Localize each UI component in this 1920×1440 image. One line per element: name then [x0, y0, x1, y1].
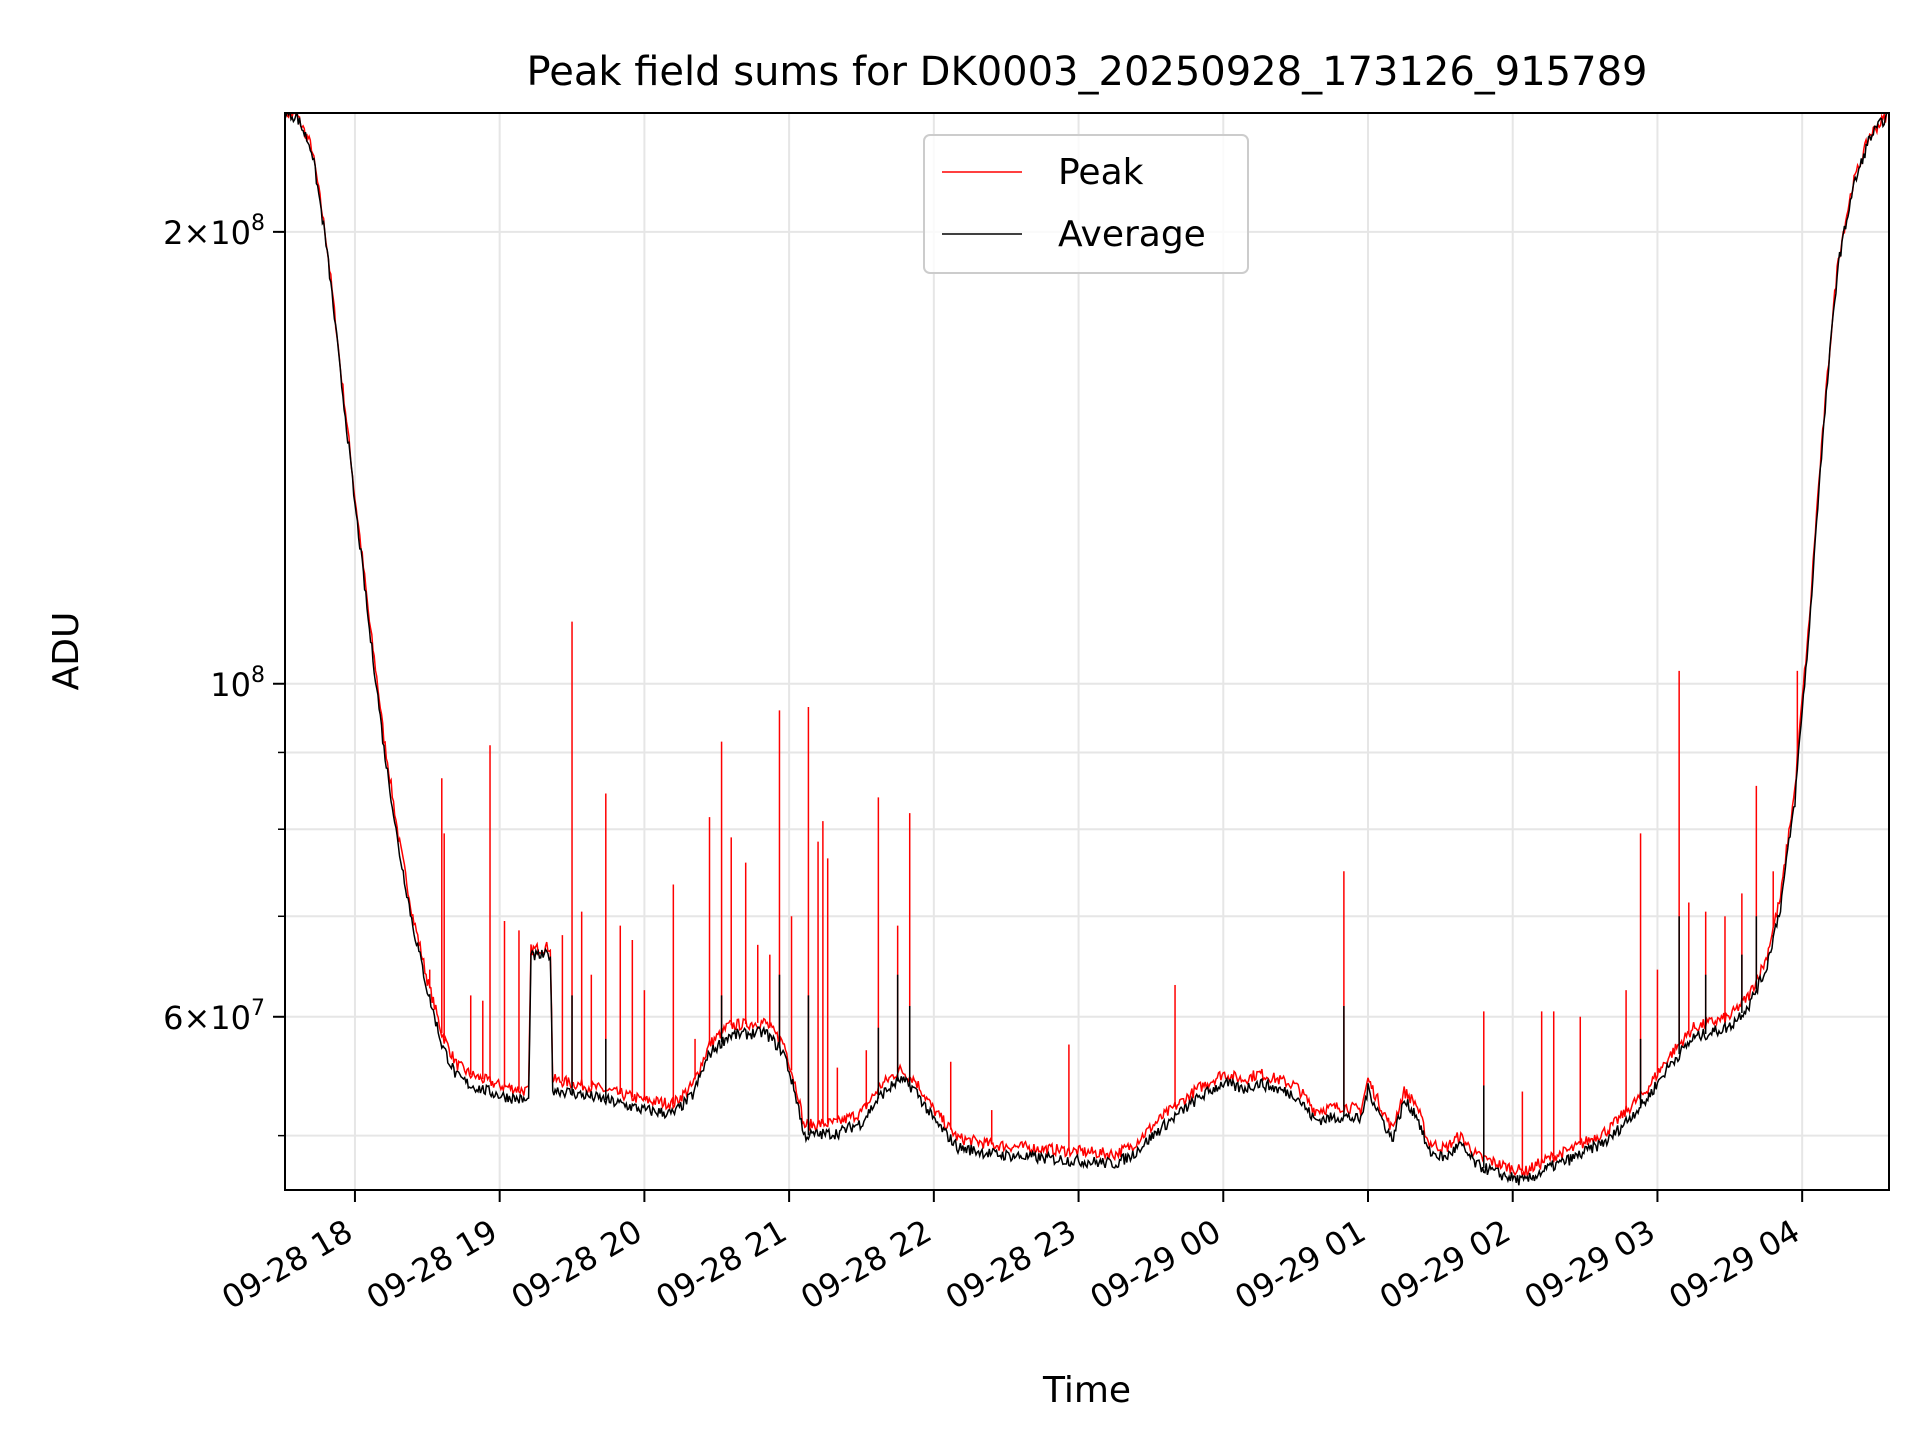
x-tick-label: 09-28 21	[650, 1212, 794, 1317]
x-tick-label: 09-29 00	[1084, 1212, 1228, 1317]
x-tick-label: 09-29 04	[1663, 1212, 1807, 1317]
series-layer	[285, 113, 1889, 1186]
plot-frame	[284, 112, 1890, 1191]
y-tick-label: 2×108	[163, 211, 265, 252]
y-tick-label: 6×107	[163, 996, 265, 1037]
x-tick-label: 09-29 01	[1228, 1212, 1372, 1317]
x-tick-label: 09-28 20	[505, 1212, 649, 1317]
legend-label-peak: Peak	[1058, 152, 1144, 193]
x-axis-label: Time	[1042, 1370, 1131, 1411]
legend: Peak Average	[923, 134, 1249, 274]
x-tick-label: 09-29 02	[1373, 1212, 1517, 1317]
chart-title: Peak field sums for DK0003_20250928_1731…	[527, 49, 1648, 95]
x-tick-label: 09-28 18	[215, 1212, 359, 1317]
legend-label-average: Average	[1058, 214, 1206, 255]
series-line-average	[285, 113, 1888, 1186]
x-tick-label: 09-28 19	[360, 1212, 504, 1317]
y-axis-label: ADU	[46, 612, 87, 691]
y-tick-label: 108	[210, 663, 265, 704]
x-tick-label: 09-28 23	[939, 1212, 1083, 1317]
x-tick-label: 09-28 22	[794, 1212, 938, 1317]
x-tick-label: 09-29 03	[1518, 1212, 1662, 1317]
legend-box	[923, 134, 1249, 274]
grid	[285, 113, 1889, 1190]
